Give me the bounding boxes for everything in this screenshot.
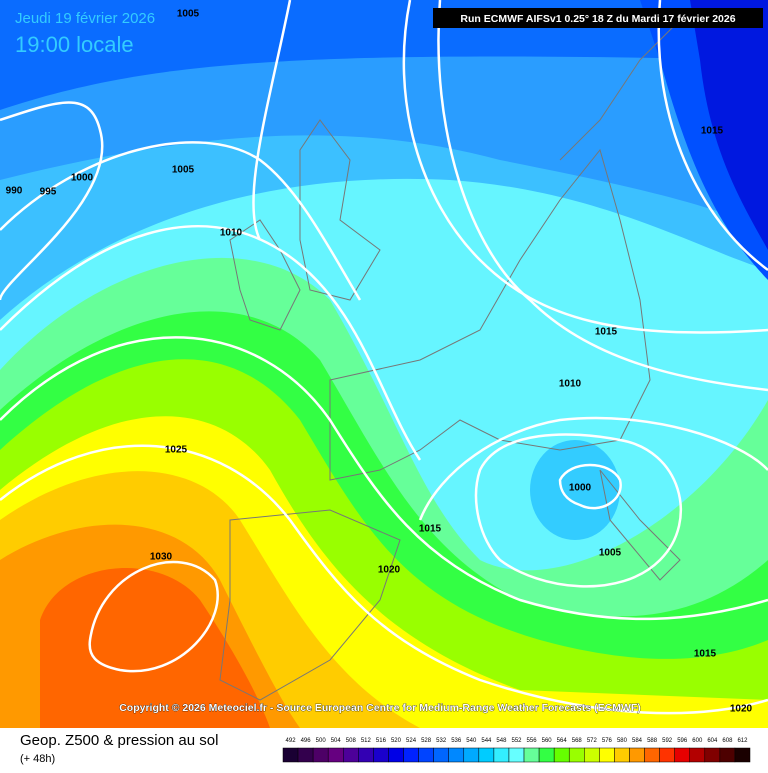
scale-label: 572 [587,738,598,744]
scale-swatch [719,747,736,763]
footer-lead: (+ 48h) [20,753,55,765]
scale-label: 568 [572,738,583,744]
isobar-label: 1010 [559,379,582,390]
isobar-label: 1005 [177,9,200,20]
scale-swatch [433,747,449,763]
scale-swatch [599,747,615,763]
scale-swatch [538,747,555,763]
scale-label: 576 [602,738,613,744]
scale-label: 524 [406,738,417,744]
scale-swatch [448,747,465,763]
scale-label: 592 [662,738,673,744]
scale-label: 604 [707,738,718,744]
isobar-label: 1015 [701,126,724,137]
isobar-label: 990 [6,186,23,197]
isobar-label: 1000 [569,483,592,494]
scale-swatch [674,747,690,763]
run-info: Run ECMWF AIFSv1 0.25° 18 Z du Mardi 17 … [460,13,735,25]
isobar-label: 1005 [599,548,622,559]
scale-swatch [327,747,344,763]
scale-swatch [659,747,675,763]
scale-label: 556 [527,738,538,744]
scale-label: 516 [376,738,387,744]
scale-swatch [644,747,660,763]
scale-label: 492 [286,738,297,744]
scale-label: 512 [361,738,372,744]
isobar-label: 1005 [172,165,195,176]
scale-swatch [704,747,721,763]
scale-swatch [343,747,359,763]
scale-swatch [508,747,525,763]
scale-label: 600 [692,738,703,744]
footer-title: Geop. Z500 & pression au sol [20,732,218,749]
isobar-label: 1010 [220,228,243,239]
scale-label: 588 [647,738,658,744]
scale-label: 584 [632,738,643,744]
isobar-label: 1025 [165,445,188,456]
scale-label: 548 [496,738,507,744]
isobar-labels: 1005 990 995 1000 1005 1010 1015 1010 1015 1025 10… [6,9,753,715]
scale-swatch [523,747,540,763]
isobar-label: 1015 [694,649,717,660]
forecast-time: 19:00 locale [15,32,134,57]
scale-label: 564 [557,738,568,744]
scale-swatch [312,747,329,763]
isobar-label: 1030 [150,552,173,563]
isobar-label: 1020 [730,704,753,715]
scale-swatch [553,747,570,763]
scale-swatch [297,747,314,763]
scale-swatch [373,747,389,763]
scale-swatch [493,747,510,763]
run-box [433,8,763,28]
scale-label: 536 [451,738,462,744]
scale-label: 608 [722,738,733,744]
scale-swatch [463,747,480,763]
scale-swatch [403,747,419,763]
scale-swatch [629,747,645,763]
scale-label: 500 [316,738,327,744]
scale-swatch [388,747,404,763]
scale-swatch [689,747,706,763]
scale-label: 552 [511,738,522,744]
isobar-label: 995 [40,187,57,198]
scale-label: 560 [542,738,553,744]
scale-swatch [418,747,434,763]
scale-swatch [584,747,600,763]
scale-swatch [358,747,374,763]
scale-swatch [282,747,299,763]
copyright: Copyright © 2026 Meteociel.fr - Source E… [119,702,641,714]
color-scale: 492 496 500 504 508 512 516 520 524 528 532 536 540 5… [282,738,751,763]
scale-label: 540 [466,738,477,744]
scale-label: 580 [617,738,628,744]
scale-label: 504 [331,738,342,744]
scale-label: 528 [421,738,432,744]
forecast-date: Jeudi 19 février 2026 [15,10,155,27]
scale-label: 596 [677,738,688,744]
scale-label: 520 [391,738,402,744]
scale-swatch [614,747,630,763]
scale-label: 496 [301,738,312,744]
scale-label: 508 [346,738,357,744]
isobar-label: 1020 [378,565,401,576]
isobar-label: 1000 [71,173,94,184]
isobar-label: 1015 [419,524,442,535]
scale-label: 544 [481,738,492,744]
isobar-label: 1015 [595,327,618,338]
scale-swatch [478,747,495,763]
map-area [0,0,768,728]
scale-swatch [568,747,585,763]
scale-label: 612 [737,738,748,744]
scale-label: 532 [436,738,447,744]
scale-swatch [734,747,751,763]
